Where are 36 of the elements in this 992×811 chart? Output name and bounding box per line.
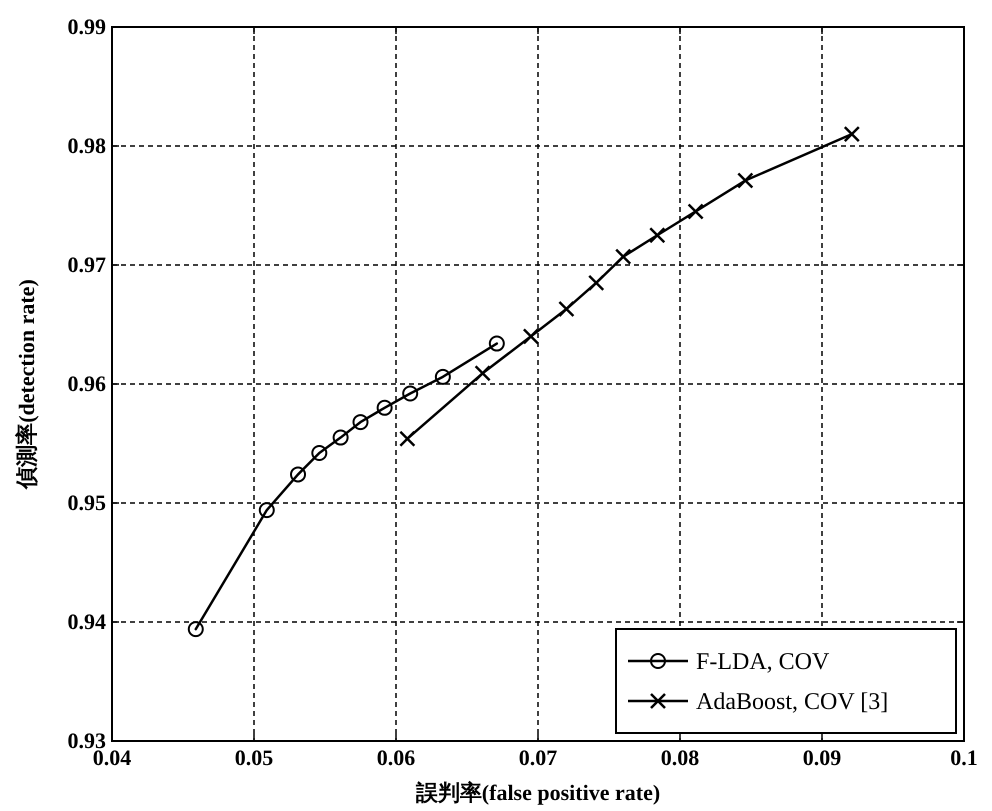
point: [399, 430, 416, 447]
point: [258, 502, 275, 518]
x-tick-label: 0.05: [234, 745, 274, 770]
point: [687, 203, 704, 220]
point: [488, 336, 505, 352]
point: [290, 466, 306, 482]
x-axis-title: 誤判率(false positive rate): [414, 780, 660, 805]
y-tick-label: 0.96: [68, 371, 106, 396]
legend-label: AdaBoost, COV [3]: [696, 689, 888, 715]
point: [474, 365, 491, 382]
point: [434, 368, 451, 385]
point: [188, 621, 204, 638]
point: [311, 445, 328, 462]
y-axis-title: 偵測率(detection rate): [14, 279, 39, 490]
y-tick-label: 0.98: [68, 133, 106, 158]
x-tick-label: 0.07: [518, 745, 558, 770]
point: [588, 274, 604, 292]
y-tick-label: 0.97: [68, 252, 106, 277]
point: [376, 400, 393, 416]
x-tick-label: 0.1: [950, 745, 978, 770]
x-tick-label: 0.09: [802, 745, 842, 770]
point: [332, 430, 349, 446]
y-tick-label: 0.95: [68, 490, 106, 515]
point: [522, 328, 540, 345]
point: [558, 300, 575, 318]
point: [352, 414, 368, 430]
point: [844, 126, 860, 142]
y-tick-label: 0.94: [68, 609, 106, 634]
point: [737, 172, 754, 189]
point: [402, 386, 418, 402]
x-tick-label: 0.06: [376, 745, 416, 770]
legend-label: F-LDA, COV: [696, 649, 830, 675]
point: [649, 227, 666, 244]
point: [614, 248, 632, 265]
y-tick-label: 0.99: [68, 14, 106, 39]
x-tick-label: 0.08: [660, 745, 700, 770]
